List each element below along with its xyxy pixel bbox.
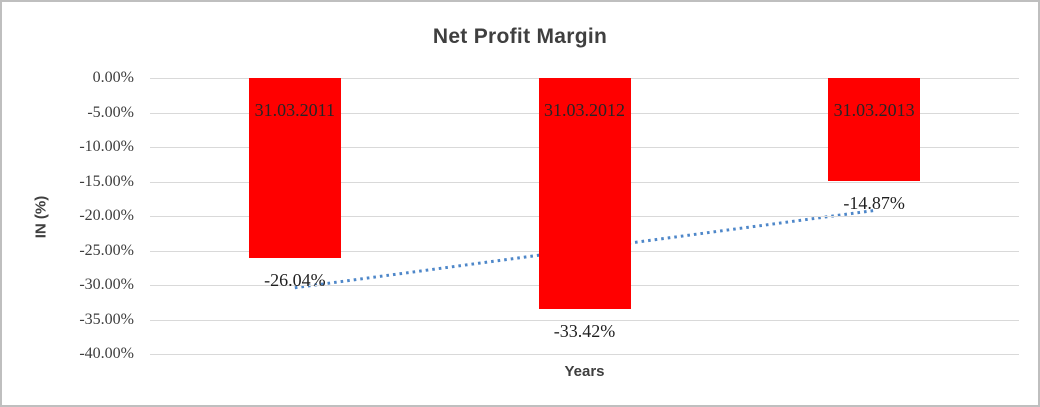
- bar-category-label: 31.03.2011: [254, 100, 335, 120]
- gridline: [150, 354, 1019, 355]
- bar: 31.03.2013: [828, 78, 921, 181]
- bar-category-label: 31.03.2013: [833, 100, 915, 120]
- gridline: [150, 319, 1019, 321]
- x-axis-title: Years: [564, 363, 605, 380]
- y-axis-tick-label: -5.00%: [87, 103, 134, 121]
- y-axis-tick-labels: 0.00% -5.00% -10.00% -15.00% -20.00% -25.00% -…: [2, 69, 134, 362]
- y-axis-tick-label: 0.00%: [92, 69, 134, 86]
- bar-value-label: -33.42%: [553, 320, 616, 341]
- y-axis-tick-label: -20.00%: [79, 207, 134, 224]
- y-axis-tick-label: -25.00%: [79, 241, 134, 259]
- y-axis-tick-label: -40.00%: [79, 345, 134, 362]
- y-axis-tick-label: -10.00%: [79, 138, 134, 155]
- bar-value-label: -26.04%: [264, 269, 326, 290]
- y-axis-tick-label: -35.00%: [79, 310, 134, 328]
- chart-title: Net Profit Margin: [432, 25, 608, 48]
- plot-area: 31.03.2011 -26.04% 31.03.2012 -33.42% 31.03.…: [150, 78, 1019, 355]
- bar: 31.03.2012: [538, 78, 631, 309]
- bar-value-label: -14.87%: [843, 192, 905, 213]
- bar: 31.03.2011: [248, 78, 341, 258]
- y-axis-tick-label: -30.00%: [79, 276, 134, 293]
- y-axis-tick-label: -15.00%: [79, 172, 134, 190]
- bar-category-label: 31.03.2012: [544, 100, 625, 120]
